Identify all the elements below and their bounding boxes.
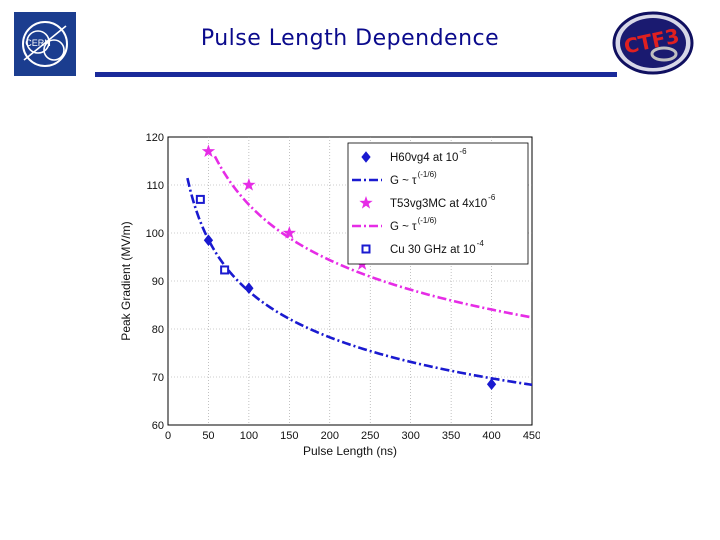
x-axis-label: Pulse Length (ns) [303,444,397,458]
y-tick-label: 70 [152,372,164,384]
y-tick-label: 100 [146,228,164,240]
legend-label-0: H60vg4 at 10 [390,152,458,164]
x-tick-label: 350 [442,430,460,442]
legend-label-sup-0: -6 [459,147,467,156]
x-tick-label: 450 [523,430,540,442]
data-point-0-2 [486,378,497,391]
x-tick-label: 300 [401,430,419,442]
data-point-2-0 [201,144,216,158]
data-points [195,144,497,391]
y-tick-label: 80 [152,324,164,336]
data-point-0-1 [244,282,254,295]
x-tick-label: 50 [202,430,214,442]
data-point-4-0 [195,194,205,204]
x-tick-label: 150 [280,430,298,442]
legend-label-4: Cu 30 GHz at 10 [390,244,476,256]
pulse-length-chart: 0 50 100 150 200 250 300 350 400 450 60 70 80 90 100 11… [119,132,540,458]
x-tick-label: 400 [482,430,500,442]
x-tick-label: 0 [165,430,171,442]
y-tick-label: 60 [152,420,164,432]
legend-label-sup-1: (-1/6) [418,170,437,179]
legend-label-sup-2: -6 [488,193,496,202]
fit-curve-3 [213,155,533,319]
legend-marker-4 [361,244,371,254]
legend-label-sup-4: -4 [477,239,485,248]
x-tick-label: 250 [361,430,379,442]
title-rule [95,72,617,77]
data-point-4-1 [220,265,230,275]
ctf3-logo: CTF3 [612,11,694,75]
cern-logo: CERN [14,12,76,76]
legend: H60vg4 at 10-6G ~ τ(-1/6)T53vg3MC at 4x1… [347,142,529,265]
y-tick-label: 90 [152,276,164,288]
legend-marker-0 [361,151,371,163]
legend-label-1: G ~ τ [390,175,417,187]
legend-label-2: T53vg3MC at 4x10 [390,198,487,210]
y-tick-label: 120 [146,132,164,144]
legend-marker-2 [359,196,373,209]
y-tick-label: 110 [146,180,164,192]
data-point-2-1 [242,178,256,191]
data-point-2-2 [282,226,296,239]
legend-label-sup-3: (-1/6) [418,216,437,225]
data-point-0-0 [203,234,214,247]
cern-logo-text: CERN [25,38,51,48]
x-tick-label: 100 [240,430,258,442]
tick-labels: 0 50 100 150 200 250 300 350 400 450 60 70 80 90 100 11… [146,132,540,442]
legend-label-3: G ~ τ [390,221,417,233]
x-tick-label: 200 [321,430,339,442]
y-axis-label: Peak Gradient (MV/m) [119,221,133,340]
slide-title: Pulse Length Dependence [200,26,500,51]
legend-box [347,142,529,265]
